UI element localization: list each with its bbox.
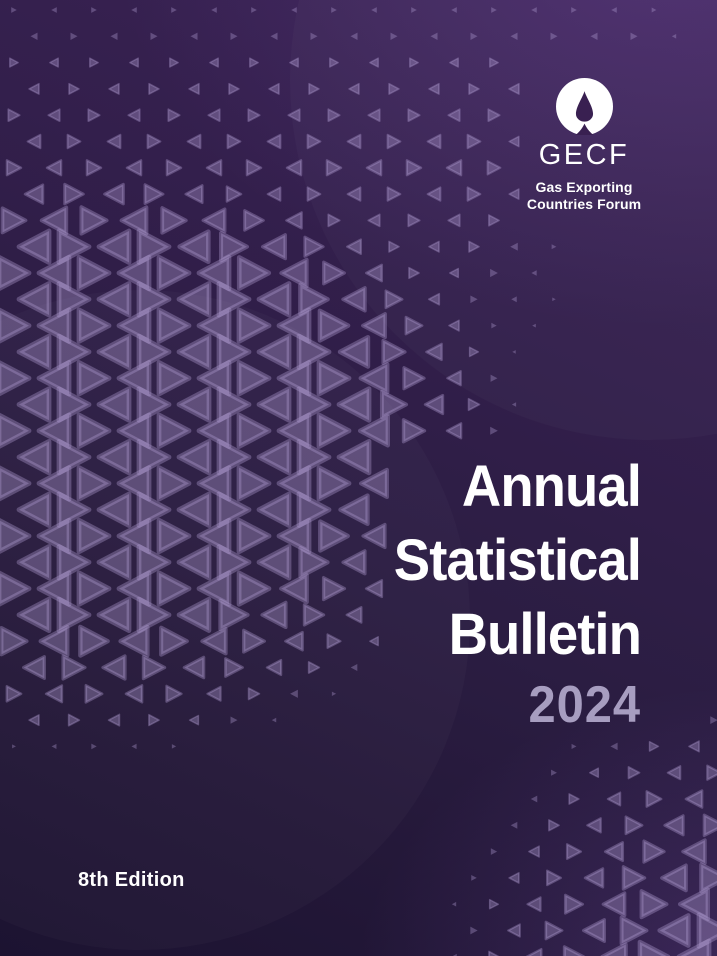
title-line-2: Statistical: [393, 528, 642, 593]
edition-label: 8th Edition: [78, 869, 185, 891]
title-line-3: Bulletin: [448, 602, 642, 667]
logo-org-name: Gas Exporting Countries Forum: [504, 179, 664, 212]
logo-org-line1: Gas Exporting: [535, 179, 633, 195]
logo-org-line2: Countries Forum: [526, 195, 642, 212]
title-line-1: Annual: [461, 454, 642, 519]
gecf-logo: GECF Gas Exporting Countries Forum: [504, 78, 664, 212]
flame-icon: [555, 78, 613, 135]
title-block: Annual Statistical Bulletin 2024: [393, 450, 642, 734]
title-year: 2024: [528, 676, 641, 734]
logo-acronym: GECF: [538, 139, 630, 171]
